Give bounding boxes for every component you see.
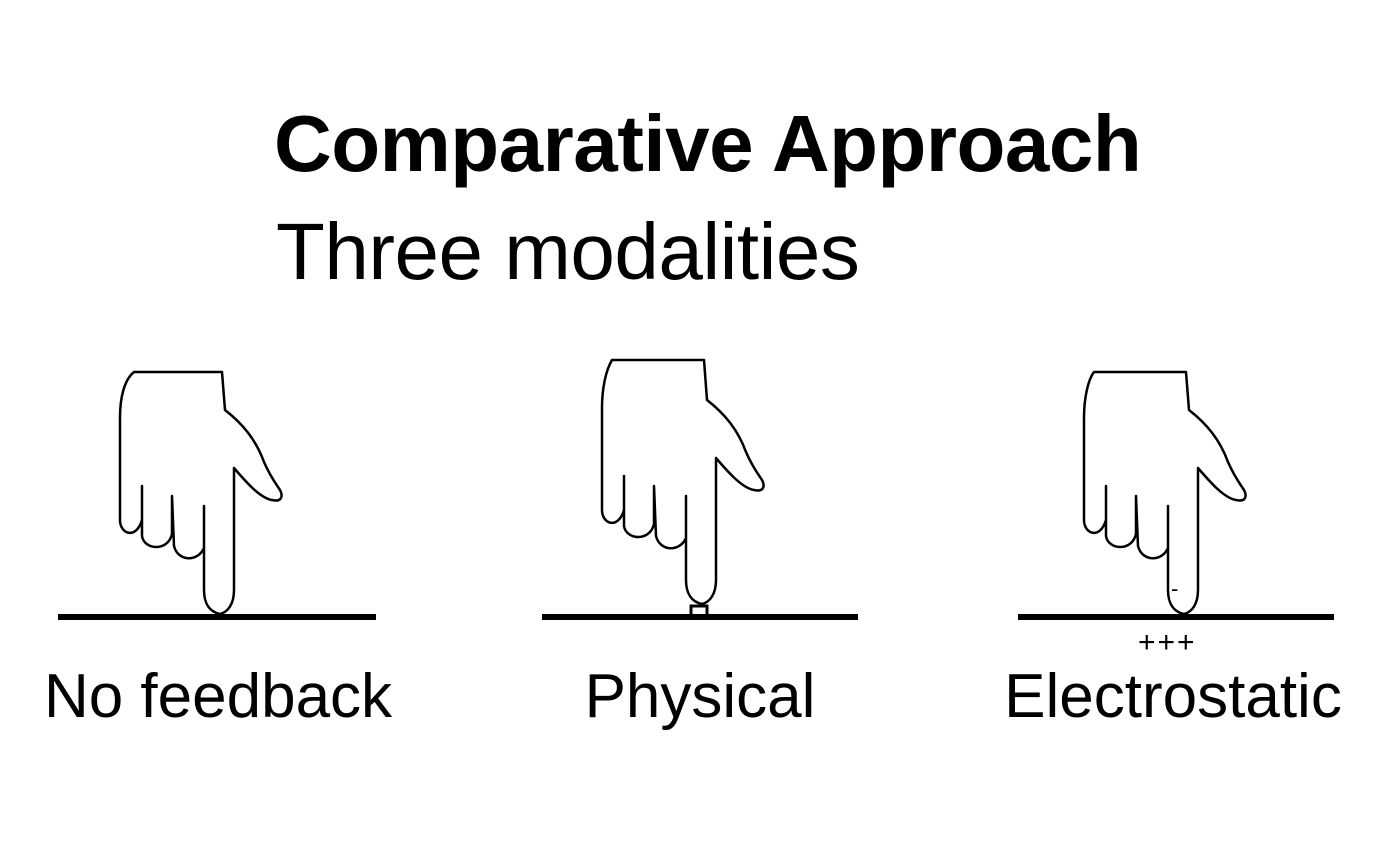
- pointing-hand-icon: [542, 358, 858, 620]
- pointing-hand-icon: [58, 370, 376, 620]
- finger-charge-label: -: [1171, 576, 1179, 601]
- modality-electrostatic: - +++ Electrostatic: [972, 350, 1392, 750]
- surface-charge-label: +++: [1138, 626, 1197, 659]
- modality-caption: No feedback: [43, 662, 393, 731]
- modality-caption: Physical: [584, 662, 816, 731]
- modality-no-feedback: No feedback: [8, 350, 428, 750]
- pointing-hand-icon: [1018, 370, 1334, 620]
- modality-caption: Electrostatic: [1004, 662, 1342, 731]
- modality-physical: Physical: [490, 350, 910, 750]
- page-subtitle: Three modalities: [276, 207, 860, 296]
- page-title: Comparative Approach: [274, 99, 1142, 188]
